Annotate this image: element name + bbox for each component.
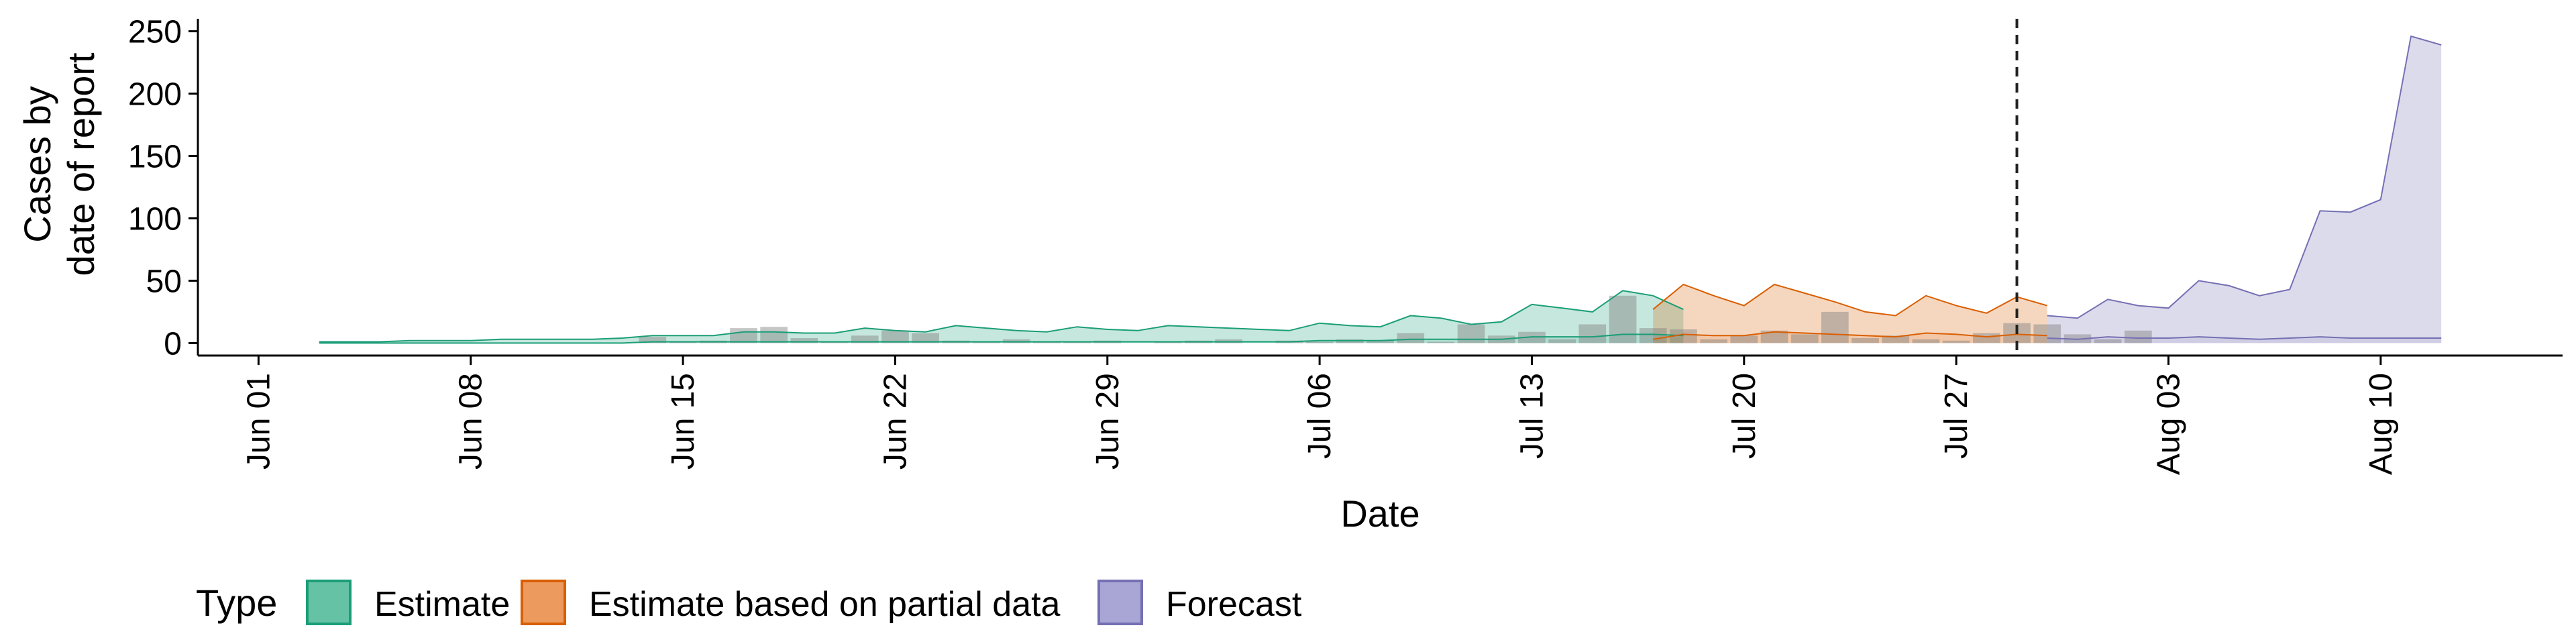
reported-bar [912,333,939,343]
x-tick-label: Jun 01 [241,373,276,470]
line-lower-1 [1653,331,2047,340]
reported-bar [1700,339,1727,343]
y-axis-title-line-1: Cases by [16,86,58,242]
reported-bar [1730,335,1758,343]
reported-bar [1851,338,1879,343]
reported-bar [730,328,757,343]
reported-bar [1639,328,1667,343]
reported-bar [1548,339,1576,343]
x-tick-label: Aug 03 [2151,373,2187,475]
x-tick-label: Jun 15 [665,373,701,470]
reported-bar [1366,340,1394,343]
reported-bar [1578,324,1607,343]
y-tick-label: 0 [164,326,182,362]
line-lower-0 [319,333,1684,344]
reported-bar [1912,339,1940,343]
y-ticks: 0 50 100 150 200 250 [128,15,198,362]
y-axis-title-line-2: date of report [60,52,102,276]
reported-bar [760,327,788,343]
line-upper-1 [1652,283,2047,317]
x-tick-label: Jul 20 [1727,373,1762,459]
x-ticks: Jun 01 Jun 08 Jun 15 Jun 22 Jun 29 Jul 06 Jul … [241,356,2399,475]
reported-bar [1427,341,1455,343]
reported-bar [1790,334,1819,343]
reported-bar [790,338,818,343]
line-upper-2 [2047,35,2442,319]
legend-label-2: Forecast [1166,585,1302,624]
area-outer-0 [319,290,1684,343]
legend-key-2 [1097,580,1143,625]
reported-bar [1670,329,1697,343]
reported-bar [1397,333,1425,343]
reported-bar [1609,295,1637,343]
legend-title: Type [196,582,277,624]
legend-key-1 [521,580,566,625]
legend-key-0 [306,580,352,625]
x-tick-label: Jul 27 [1939,373,1974,459]
legend: Type Estimate Estimate based on partial d… [196,580,1302,625]
y-tick-label: 200 [128,77,182,113]
reported-bar [1821,311,1849,343]
reported-bar [1942,340,1970,343]
series-outlines [319,35,2442,344]
line-upper-0 [319,290,1684,343]
x-tick-label: Aug 10 [2363,373,2399,475]
x-axis-title: Date [1340,492,1419,535]
y-tick-label: 50 [146,264,182,299]
area-outer-2 [2047,36,2442,339]
x-tick-label: Jun 22 [877,373,913,470]
reported-bar [1760,330,1788,343]
reported-bar [2094,339,2122,343]
plot-areas [319,36,2442,343]
reported-bar [881,330,909,343]
reported-bar [851,335,879,343]
y-tick-label: 150 [128,140,182,175]
legend-label-1: Estimate based on partial data [589,585,1061,624]
y-tick-label: 100 [128,201,182,237]
reported-bar [1882,335,1910,343]
reported-bar [1973,333,2000,343]
area-outer-1 [1653,284,2047,339]
line-lower-2 [2047,336,2442,340]
reported-bar [1305,341,1334,343]
x-tick-label: Jul 13 [1514,373,1550,459]
x-tick-label: Jun 29 [1090,373,1126,470]
y-tick-label: 250 [128,15,182,50]
reported-bar [639,337,667,343]
x-tick-label: Jul 06 [1302,373,1338,459]
legend-label-0: Estimate [374,585,510,624]
x-tick-label: Jun 08 [453,373,489,470]
reported-bar [2125,330,2152,343]
reported-bar [2033,324,2061,343]
reported-bar [1457,324,1485,343]
